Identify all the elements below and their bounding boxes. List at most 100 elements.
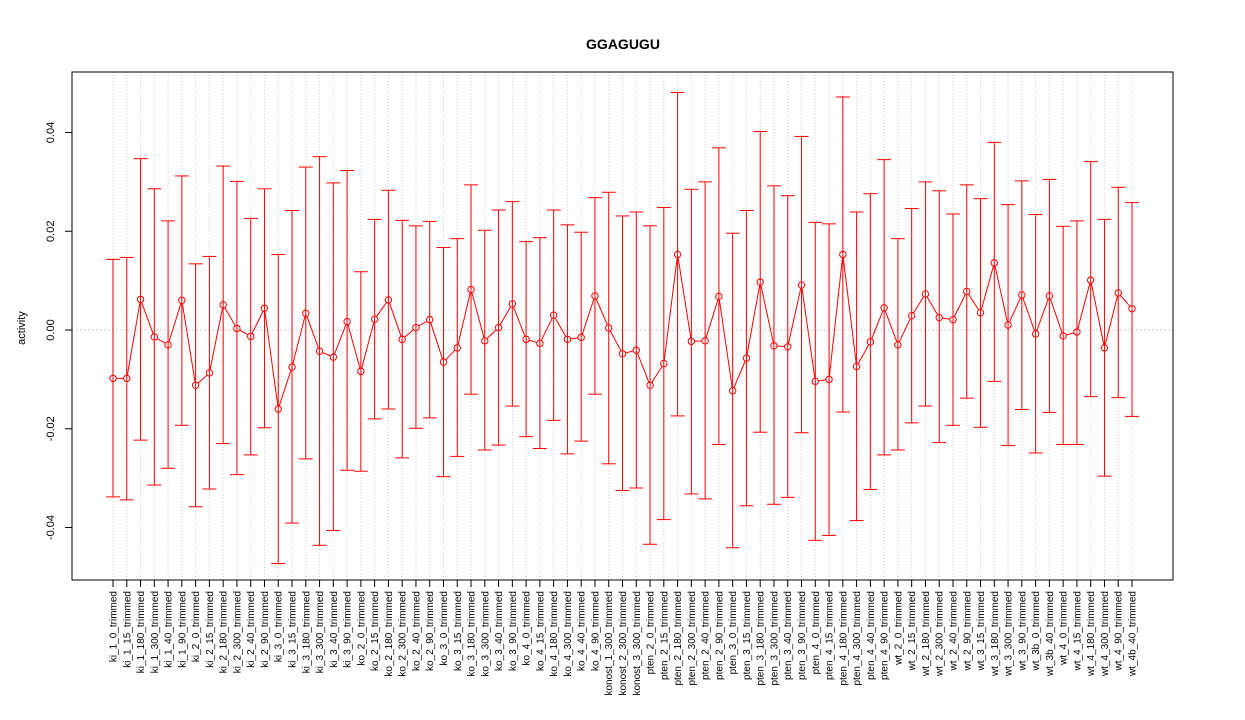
series-segment [361, 322, 375, 369]
x-tick-label: ki_1_0_trimmed [109, 591, 120, 662]
data-point [467, 285, 475, 294]
series-segment [278, 369, 292, 407]
data-point [123, 374, 131, 383]
plot-frame [71, 71, 1174, 581]
x-tick-label: wt_3_90_trimmed [1017, 591, 1028, 671]
series-segment [705, 299, 719, 338]
data-point [288, 363, 296, 371]
series-segment [513, 306, 526, 337]
series-segment [746, 285, 761, 356]
x-tick-label: wt_2_180_trimmed [921, 591, 932, 677]
data-point [811, 377, 819, 386]
data-point [701, 337, 709, 345]
y-tick-label: 0.02 [45, 221, 57, 242]
data-point [1045, 292, 1054, 300]
data-point [494, 323, 503, 332]
series-segment [651, 366, 663, 383]
series-segment [529, 339, 537, 343]
x-tick-label: ko_4_15_trimmed [535, 591, 546, 671]
data-point [109, 374, 117, 383]
x-tick-label: wt_2_0_trimmed [893, 591, 904, 666]
x-tick-label: pten_4_15_trimmed [825, 591, 836, 680]
data-point [839, 250, 847, 259]
data-point [150, 333, 159, 341]
data-point [260, 304, 269, 312]
series-segment [168, 303, 182, 342]
data-point [618, 350, 627, 358]
series-segment [126, 302, 141, 376]
series-segment [499, 306, 512, 326]
series-segment [486, 329, 497, 339]
x-tick-label: ko_3_0_trimmed [439, 591, 450, 665]
series-segment [197, 374, 208, 384]
data-point [164, 341, 172, 349]
x-tick-label: pten_2_180_trimmed [673, 591, 684, 686]
data-point [563, 335, 572, 344]
series-segment [404, 329, 414, 338]
data-point [894, 341, 902, 349]
data-point [852, 362, 861, 371]
data-point [866, 338, 875, 346]
x-tick-label: wt_2_15_trimmed [907, 591, 918, 671]
x-tick-label: ki_1_15_trimmed [122, 591, 133, 668]
y-axis: -0.04 -0.02 0.00 0.02 0.04 [45, 122, 73, 540]
series-segment [251, 310, 264, 334]
x-tick-label: ki_2_0_trimmed [191, 591, 202, 662]
data-point [1100, 344, 1109, 352]
data-point [412, 323, 420, 332]
data-point [178, 296, 186, 305]
data-point [673, 250, 682, 259]
x-tick-label: wt_2_300_trimmed [935, 591, 946, 677]
series-segment [376, 302, 387, 317]
data-point [715, 292, 723, 301]
x-tick-label: ko_2_15_trimmed [370, 591, 381, 671]
x-tick-label: wt_4_15_trimmed [1072, 591, 1083, 671]
data-point [384, 296, 393, 304]
y-axis-label: activity [16, 311, 28, 345]
series-segment [1008, 297, 1021, 323]
x-tick-label: pten_2_300_trimmed [687, 591, 698, 686]
x-tick-label: wt_3b_0_trimmed [1031, 591, 1042, 671]
data-point [315, 347, 324, 355]
x-tick-label: ki_2_300_trimmed [232, 591, 243, 673]
x-tick-label: ko_4_180_trimmed [549, 591, 560, 677]
x-tick-label: pten_4_40_trimmed [866, 591, 877, 680]
series-segment [953, 294, 966, 317]
data-point [439, 358, 448, 366]
series-segment [1077, 283, 1091, 330]
series-segment [625, 350, 634, 354]
data-point [357, 367, 365, 376]
x-tick-label: ki_3_180_trimmed [301, 591, 312, 673]
series-segment [418, 320, 428, 327]
x-tick-label: ki_3_90_trimmed [343, 591, 354, 668]
series-segment [1036, 298, 1049, 332]
x-tick-label: wt_4_0_trimmed [1059, 591, 1070, 666]
x-tick-label: ki_3_15_trimmed [288, 591, 299, 668]
x-tick-label: ko_3_40_trimmed [494, 591, 505, 671]
data-point [756, 278, 764, 286]
x-tick-label: ko_2_300_trimmed [398, 591, 409, 677]
series-segment [942, 317, 950, 320]
series-segment [347, 324, 361, 369]
data-point [205, 369, 214, 377]
x-tick-label: pten_2_90_trimmed [714, 591, 725, 680]
data-point [274, 405, 282, 413]
data-point [660, 359, 668, 368]
data-point [784, 343, 792, 351]
series-segment [141, 302, 154, 335]
data-points [109, 250, 1136, 413]
series-segment [663, 257, 678, 361]
series-segment [994, 265, 1008, 323]
x-tick-label: ko_3_15_trimmed [453, 591, 464, 671]
data-point [343, 317, 351, 326]
x-tick-label: ki_2_90_trimmed [260, 591, 271, 668]
x-tick-label: pten_4_180_trimmed [838, 591, 849, 686]
series-segment [677, 257, 692, 339]
data-point [687, 337, 696, 346]
series-segment [264, 311, 279, 406]
data-point [742, 354, 751, 362]
series-segment [306, 316, 319, 349]
data-point [949, 315, 957, 324]
series-segment [871, 310, 884, 340]
data-point [426, 315, 434, 324]
